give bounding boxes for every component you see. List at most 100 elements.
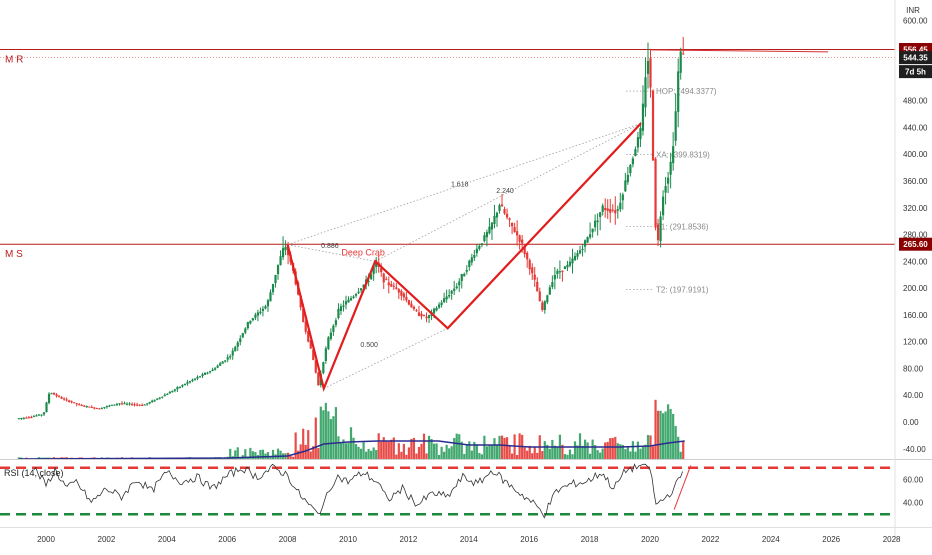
- target-label: T2: (197.9191): [656, 286, 709, 295]
- candle-body: [224, 360, 226, 361]
- volume-bar: [433, 444, 435, 459]
- candle-body: [30, 417, 32, 418]
- candle-body: [50, 393, 52, 394]
- volume-bar: [607, 442, 609, 459]
- volume-bar: [667, 404, 669, 459]
- candle-body: [559, 271, 561, 272]
- volume-bar: [373, 447, 375, 459]
- price-tick-label: 80.00: [903, 364, 924, 373]
- candle-body: [647, 61, 649, 74]
- candle-body: [169, 392, 171, 394]
- volume-bar: [642, 446, 644, 459]
- candle-body: [166, 394, 168, 395]
- candle-body: [181, 385, 183, 387]
- candle-body: [531, 267, 533, 273]
- candle-body: [483, 235, 485, 241]
- volume-bar: [330, 419, 332, 459]
- candle-body: [35, 415, 37, 416]
- volume-bar: [670, 409, 672, 459]
- level-label: M R: [5, 55, 23, 66]
- candle-body: [456, 286, 458, 288]
- volume-bar: [405, 455, 407, 459]
- candle-body: [179, 387, 181, 388]
- volume-bar: [488, 446, 490, 459]
- candle-body: [269, 292, 271, 301]
- volume-bar: [350, 427, 352, 459]
- pattern-ratio-label: 0.500: [360, 342, 378, 349]
- candle-body: [556, 271, 558, 274]
- candle-body: [108, 405, 110, 406]
- price-tick-label: 120.00: [903, 338, 928, 347]
- candle-body: [446, 296, 448, 299]
- candle-body: [488, 227, 490, 234]
- candle-body: [667, 178, 669, 184]
- volume-bar: [420, 444, 422, 459]
- candle-body: [133, 404, 135, 405]
- volume-bar: [508, 446, 510, 459]
- candle-body: [272, 284, 274, 292]
- candle-body: [435, 308, 437, 311]
- volume-bar: [360, 449, 362, 459]
- candle-body: [519, 235, 521, 241]
- candle-body: [189, 381, 191, 382]
- candle-body: [111, 405, 113, 406]
- candle-body: [128, 404, 130, 405]
- candle-body: [113, 405, 115, 406]
- volume-bar: [498, 436, 500, 459]
- candle-body: [539, 291, 541, 301]
- volume-bar: [335, 407, 337, 459]
- candle-body: [20, 418, 22, 419]
- candle-body: [48, 394, 50, 403]
- candle-body: [360, 288, 362, 290]
- time-tick-label: 2020: [641, 535, 659, 544]
- rsi-label: RSI (14, close): [4, 468, 64, 478]
- candle-body: [491, 223, 493, 230]
- candle-body: [91, 407, 93, 408]
- volume-bar: [363, 442, 365, 459]
- volume-bar: [446, 445, 448, 459]
- rsi-tick-label: 40.00: [903, 499, 924, 508]
- volume-bar: [503, 438, 505, 459]
- volume-bar: [649, 435, 651, 459]
- candle-body: [632, 158, 634, 164]
- candle-body: [581, 249, 583, 250]
- volume-bar: [355, 444, 357, 459]
- volume-bar: [425, 453, 427, 459]
- price-tick-label: 400.00: [903, 150, 928, 159]
- candle-body: [644, 77, 646, 107]
- candle-body: [151, 401, 153, 403]
- volume-bar: [370, 451, 372, 459]
- volume-bar: [408, 447, 410, 459]
- candle-body: [486, 232, 488, 237]
- candle-body: [234, 347, 236, 351]
- time-tick-label: 2006: [218, 535, 236, 544]
- last-price-badge: 544.35: [903, 54, 928, 63]
- candle-body: [425, 317, 427, 319]
- candle-body: [441, 303, 443, 305]
- candle-body: [564, 266, 566, 269]
- volume-bar: [290, 456, 292, 459]
- volume-bar: [659, 411, 661, 459]
- time-tick-label: 2022: [702, 535, 720, 544]
- candle-body: [149, 402, 151, 403]
- candle-body: [670, 162, 672, 175]
- candle-body: [675, 111, 677, 141]
- volume-bar: [526, 451, 528, 459]
- candle-body: [481, 243, 483, 245]
- candle-body: [622, 195, 624, 201]
- candle-body: [617, 209, 619, 211]
- candle-body: [186, 382, 188, 384]
- volume-bar: [602, 449, 604, 459]
- candle-body: [662, 197, 664, 216]
- time-tick-label: 2014: [460, 535, 478, 544]
- candle-body: [466, 270, 468, 272]
- price-tick-label: 600.00: [903, 16, 928, 25]
- candle-body: [355, 294, 357, 296]
- candle-body: [388, 282, 390, 285]
- candle-body: [116, 404, 118, 405]
- candle-body: [201, 374, 203, 376]
- candle-body: [619, 203, 621, 210]
- volume-bar: [654, 400, 656, 459]
- candle-body: [277, 265, 279, 274]
